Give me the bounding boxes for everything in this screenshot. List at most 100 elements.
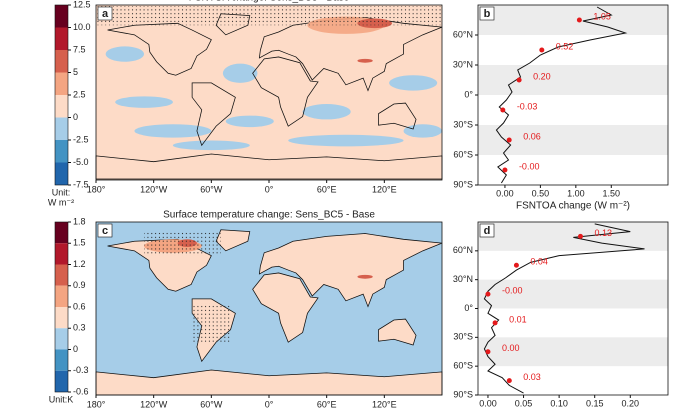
- x-axis-label: FSNTOA change (W m⁻²): [516, 201, 630, 212]
- unit-label: W m⁻²: [48, 197, 74, 207]
- y-tick-label: 60°S: [453, 361, 473, 371]
- colorbar-bin: [55, 140, 68, 163]
- unit-label: Unit:: [52, 187, 71, 197]
- lat-band: [478, 337, 668, 367]
- colorbar-bin: [55, 27, 68, 50]
- band-mean-label: 0.06: [523, 131, 541, 141]
- y-tick-label: 0°: [464, 303, 473, 313]
- colorbar-bin: [55, 50, 68, 73]
- x-tick-label: 0.15: [586, 398, 604, 408]
- band-mean-dot: [485, 349, 491, 355]
- x-tick-label: 60°E: [317, 184, 337, 194]
- colorbar-label: -0.6: [73, 386, 89, 396]
- map-title: FSNTOA change: Sens_BC5 - Base: [189, 0, 350, 4]
- colorbar-label: 0.9: [73, 280, 86, 290]
- x-tick-label: 120°W: [140, 184, 168, 194]
- colorbar-label: 0.3: [73, 323, 86, 333]
- band-mean-dot: [516, 77, 522, 83]
- band-mean-label: 0.00: [502, 343, 520, 353]
- panel-letter: c: [102, 225, 108, 237]
- x-tick-label: 0°: [265, 184, 274, 194]
- colorbar-label: 0: [73, 112, 78, 122]
- x-tick-label: 60°W: [200, 399, 223, 409]
- y-tick-label: 30°S: [453, 332, 473, 342]
- x-tick-label: 180°: [87, 184, 106, 194]
- map-c: [95, 221, 443, 396]
- colorbar-bin: [55, 162, 68, 185]
- x-tick-label: 120°W: [140, 399, 168, 409]
- colorbar-label: 0.6: [73, 301, 86, 311]
- x-tick-label: 120°E: [372, 184, 397, 194]
- lat-band: [478, 5, 668, 35]
- y-tick-label: 60°N: [453, 29, 473, 39]
- colorbar-bin: [55, 285, 68, 307]
- colorbar-bin: [55, 117, 68, 140]
- colorbar-bin: [55, 95, 68, 118]
- band-mean-label: -0.03: [517, 101, 538, 111]
- panel-letter: d: [484, 225, 491, 237]
- colorbar-label: -2.5: [73, 134, 89, 144]
- map-a: [95, 4, 443, 181]
- colorbar-label: 2.5: [73, 89, 86, 99]
- colorbar-bin: [55, 307, 68, 329]
- lat-band: [478, 222, 668, 251]
- band-mean-dot: [500, 107, 506, 113]
- y-tick-label: 60°N: [453, 245, 473, 255]
- y-tick-label: 60°S: [453, 149, 473, 159]
- map-field: [95, 229, 443, 396]
- band-mean-label: 0.04: [530, 257, 548, 267]
- band-mean-dot: [506, 378, 512, 384]
- y-tick-label: 30°N: [453, 274, 473, 284]
- lat-band: [478, 125, 668, 155]
- x-tick-label: 1.50: [603, 188, 621, 198]
- lat-band: [478, 279, 668, 309]
- colorbar-label: 1.8: [73, 216, 86, 226]
- band-mean-label: -0.00: [502, 285, 523, 295]
- band-mean-dot: [539, 47, 545, 53]
- colorbar-bin: [55, 264, 68, 286]
- colorbar-bin: [55, 222, 68, 244]
- colorbar-bin: [55, 349, 68, 371]
- colorbar-label: 10.0: [73, 22, 91, 32]
- colorbar-bin: [55, 243, 68, 265]
- map-field: [95, 6, 443, 180]
- colorbar-bin: [55, 370, 68, 392]
- band-mean-dot: [577, 233, 583, 239]
- panel-letter-box: [479, 223, 495, 238]
- band-mean-label: 0.52: [556, 41, 574, 51]
- x-tick-label: 60°W: [200, 184, 223, 194]
- x-tick-label: 0.00: [479, 398, 497, 408]
- lat-band: [478, 65, 668, 95]
- y-tick-label: 90°S: [453, 389, 473, 399]
- x-tick-label: 0°: [265, 399, 274, 409]
- y-tick-label: 0°: [464, 89, 473, 99]
- panel-letter: a: [102, 8, 109, 20]
- profile-line: [495, 6, 628, 184]
- band-mean-dot: [576, 17, 582, 23]
- band-mean-label: -0.00: [519, 161, 540, 171]
- x-tick-label: 0.05: [515, 398, 533, 408]
- band-mean-dot: [492, 320, 498, 326]
- colorbar-label: -0.3: [73, 365, 89, 375]
- band-mean-dot: [506, 137, 512, 143]
- map-title: Surface temperature change: Sens_BC5 - B…: [163, 210, 375, 221]
- band-mean-label: 0.01: [509, 314, 527, 324]
- colorbar-label: 5: [73, 67, 78, 77]
- x-tick-label: 180°: [87, 399, 106, 409]
- x-tick-label: 0.20: [622, 398, 640, 408]
- colorbar-label: 1.5: [73, 238, 86, 248]
- band-mean-dot: [485, 291, 491, 297]
- band-mean-dot: [502, 167, 508, 173]
- x-tick-label: 0.50: [532, 188, 550, 198]
- x-tick-label: 1.00: [567, 188, 585, 198]
- y-tick-label: 30°N: [453, 59, 473, 69]
- y-tick-label: 90°S: [453, 179, 473, 189]
- panel-letter: b: [484, 8, 491, 20]
- panel-letter-box: [97, 223, 113, 238]
- x-tick-label: 60°E: [317, 399, 337, 409]
- unit-label: Unit:K: [49, 394, 74, 404]
- profile-line: [483, 223, 645, 394]
- band-mean-label: 0.03: [523, 372, 541, 382]
- panel-letter-box: [479, 6, 495, 21]
